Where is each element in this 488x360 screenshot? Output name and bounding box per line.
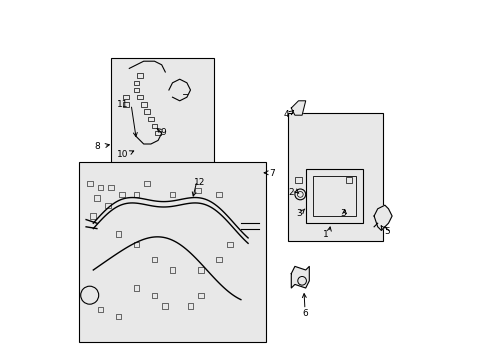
Text: 5: 5 [383, 227, 389, 236]
Bar [151, 124, 157, 128]
Bar [187, 303, 193, 309]
Bar [108, 185, 114, 190]
Bar [198, 267, 204, 273]
Text: 12: 12 [193, 179, 205, 188]
Bar [133, 242, 139, 247]
Polygon shape [291, 101, 305, 115]
Bar [98, 185, 103, 190]
Text: 9: 9 [160, 128, 166, 137]
Bar [119, 192, 125, 197]
Polygon shape [373, 205, 391, 230]
Bar [79, 162, 265, 342]
Bar [111, 58, 213, 164]
Text: 10: 10 [117, 150, 128, 159]
Text: 3: 3 [340, 209, 346, 217]
Bar [194, 188, 200, 193]
Bar [133, 285, 139, 291]
Bar [115, 314, 121, 319]
Bar [198, 293, 204, 298]
Bar [151, 293, 157, 298]
Bar [148, 117, 153, 121]
Text: 8: 8 [94, 143, 100, 152]
Bar [151, 257, 157, 262]
Bar [115, 231, 121, 237]
Text: 7: 7 [269, 169, 275, 178]
Bar [87, 181, 92, 186]
Text: 2: 2 [288, 188, 293, 197]
Bar [169, 267, 175, 273]
Bar [216, 192, 222, 197]
Bar [144, 181, 150, 186]
Text: 11: 11 [117, 100, 128, 109]
Bar [137, 73, 142, 78]
Bar [345, 177, 351, 183]
Bar [137, 95, 142, 99]
Bar [90, 213, 96, 219]
Bar [144, 109, 150, 114]
Bar [122, 102, 128, 107]
Polygon shape [291, 266, 309, 288]
Text: 6: 6 [302, 310, 308, 319]
Text: 3: 3 [296, 209, 302, 217]
Bar [133, 192, 139, 197]
Bar [133, 88, 139, 92]
Bar [169, 192, 175, 197]
Bar [141, 102, 146, 107]
Bar [312, 176, 355, 216]
Bar [98, 307, 103, 312]
Bar [162, 303, 168, 309]
Text: 1: 1 [322, 230, 328, 239]
Bar [227, 242, 232, 247]
Bar [295, 177, 301, 183]
Bar [94, 195, 100, 201]
Bar [122, 95, 128, 99]
Bar [216, 257, 222, 262]
Bar [104, 203, 110, 208]
Bar [133, 81, 139, 85]
Bar [287, 113, 382, 241]
Bar [155, 131, 161, 135]
Bar [305, 169, 363, 223]
Text: 4: 4 [283, 110, 288, 119]
